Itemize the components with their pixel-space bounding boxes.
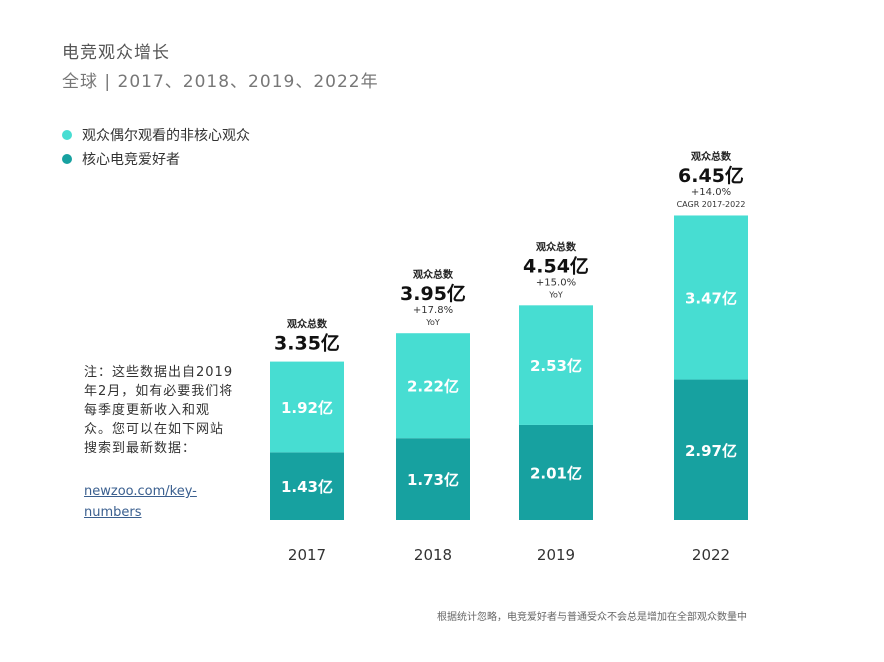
data-source-link[interactable]: newzoo.com/key-numbers — [84, 484, 197, 520]
bar-segment-enthusiast-2022 — [674, 379, 748, 520]
total-growth-2019: +15.0% — [536, 277, 576, 288]
legend-dot-enthusiast — [62, 154, 72, 164]
segment-label-casual-2018: 2.22亿 — [407, 378, 459, 396]
total-heading-2018: 观众总数 — [413, 268, 454, 281]
total-growth-2018: +17.8% — [413, 305, 453, 316]
bar-segment-casual-2018 — [396, 333, 470, 439]
x-tick-label-2018: 2018 — [414, 546, 452, 564]
total-growth-2022: +14.0% — [691, 187, 731, 198]
bar-segment-enthusiast-2017 — [270, 452, 344, 520]
segment-label-casual-2017: 1.92亿 — [281, 399, 333, 417]
chart-title: 电竞观众增长 — [62, 43, 170, 63]
total-value-2017: 3.35亿 — [274, 332, 340, 355]
segment-label-enthusiast-2019: 2.01亿 — [530, 464, 582, 482]
bar-segment-casual-2022 — [674, 215, 748, 380]
legend-item-casual: 观众偶尔观看的非核心观众 — [62, 123, 250, 147]
total-heading-2022: 观众总数 — [691, 150, 732, 163]
legend-label-enthusiast: 核心电竞爱好者 — [82, 152, 180, 168]
segment-label-enthusiast-2018: 1.73亿 — [407, 471, 459, 489]
x-tick-label-2017: 2017 — [288, 546, 326, 564]
total-growth-note-2019: YoY — [548, 290, 563, 299]
total-value-2019: 4.54亿 — [523, 254, 589, 277]
bar-segment-enthusiast-2018 — [396, 438, 470, 520]
total-growth-note-2022: CAGR 2017-2022 — [677, 200, 746, 209]
legend-dot-casual — [62, 130, 72, 140]
total-heading-2017: 观众总数 — [287, 318, 328, 331]
total-value-2018: 3.95亿 — [400, 282, 466, 305]
chart-subtitle: 全球 | 2017、2018、2019、2022年 — [62, 72, 379, 92]
total-value-2022: 6.45亿 — [678, 164, 744, 187]
x-tick-label-2022: 2022 — [692, 546, 730, 564]
data-note: 注：这些数据出自2019年2月，如有必要我们将每季度更新收入和观众。您可以在如下… — [84, 365, 234, 456]
x-tick-label-2019: 2019 — [537, 546, 575, 564]
segment-label-casual-2019: 2.53亿 — [530, 357, 582, 375]
legend-label-casual: 观众偶尔观看的非核心观众 — [82, 128, 250, 144]
bar-segment-casual-2019 — [519, 305, 593, 425]
legend: 观众偶尔观看的非核心观众 核心电竞爱好者 — [62, 123, 250, 171]
bar-segment-casual-2017 — [270, 361, 344, 453]
bar-segment-enthusiast-2019 — [519, 424, 593, 520]
footnote: 根据统计忽略，电竞爱好者与普通受众不会总是增加在全部观众数量中 — [437, 612, 747, 623]
segment-label-casual-2022: 3.47亿 — [685, 290, 737, 308]
total-growth-note-2018: YoY — [425, 318, 440, 327]
segment-label-enthusiast-2022: 2.97亿 — [685, 442, 737, 460]
legend-item-enthusiast: 核心电竞爱好者 — [62, 147, 250, 171]
total-heading-2019: 观众总数 — [536, 240, 577, 253]
segment-label-enthusiast-2017: 1.43亿 — [281, 478, 333, 496]
